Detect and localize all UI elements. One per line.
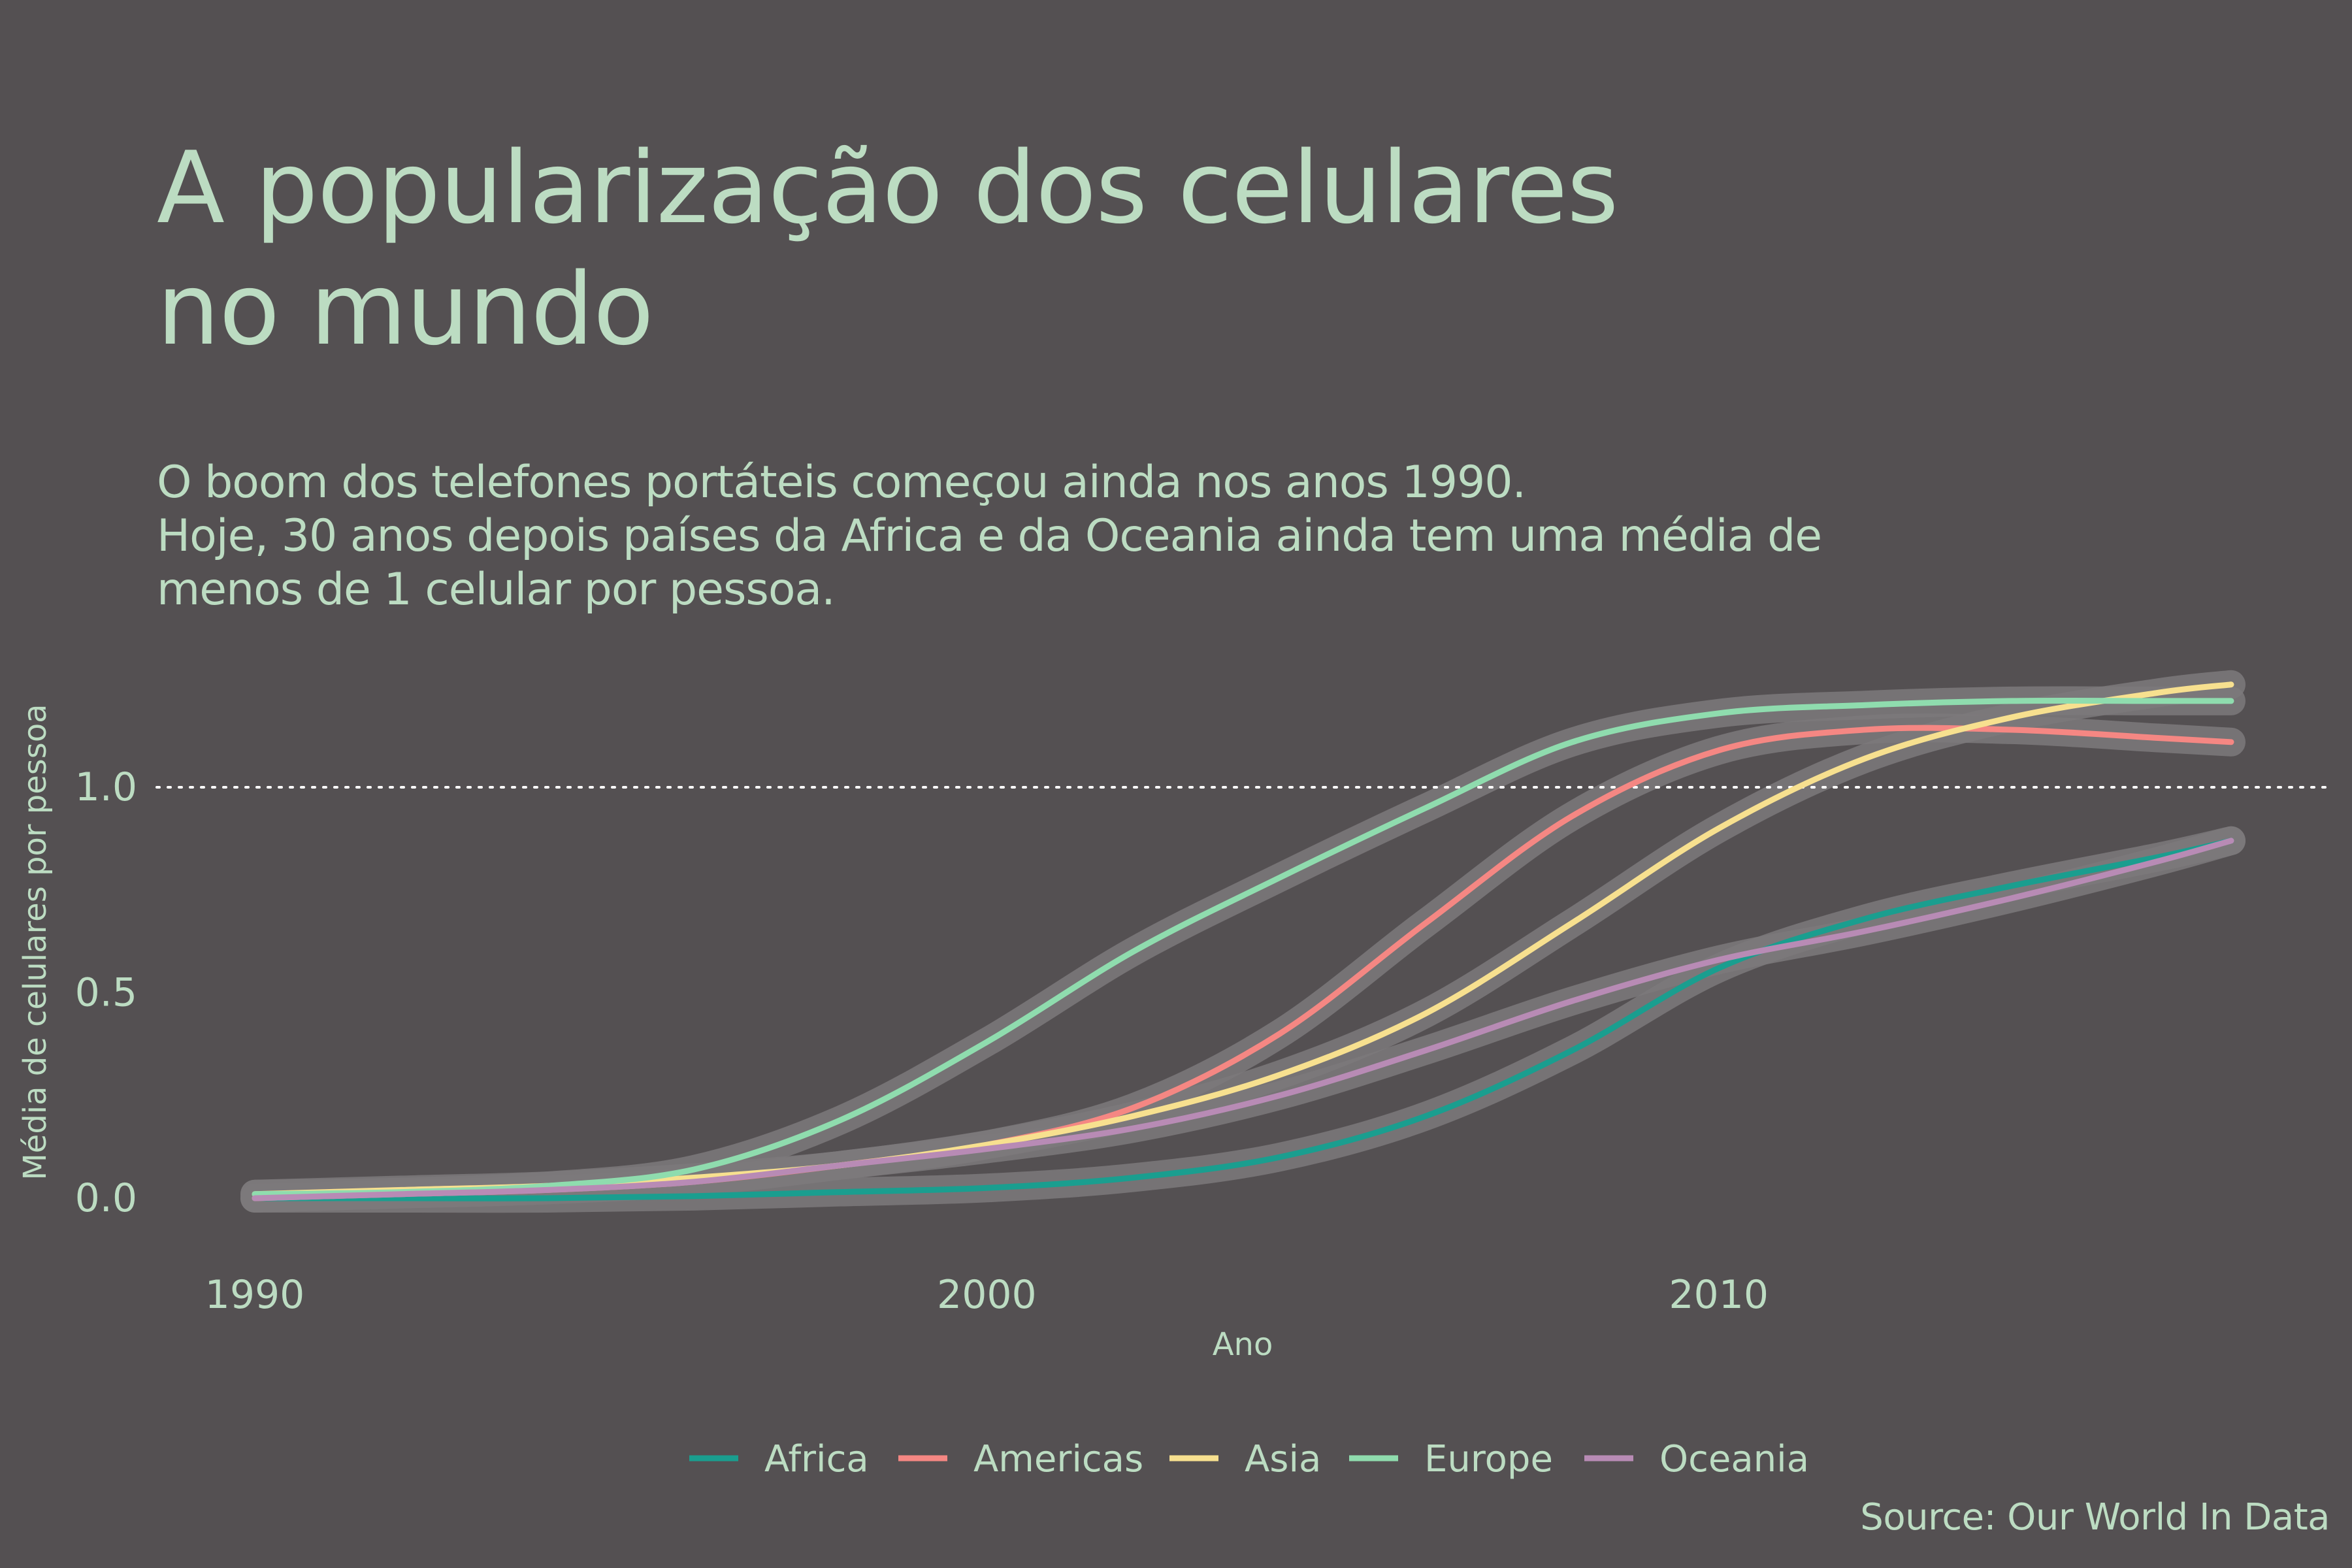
legend: Africa Americas Asia Europe Oceania bbox=[689, 1438, 1809, 1480]
legend-item-americas: Americas bbox=[898, 1438, 1143, 1480]
series-lines bbox=[252, 681, 2234, 1201]
legend-label: Oceania bbox=[1659, 1438, 1809, 1480]
chart-title: A popularização dos celulares no mundo bbox=[157, 130, 1619, 367]
legend-item-asia: Asia bbox=[1169, 1438, 1321, 1480]
legend-label: Americas bbox=[973, 1438, 1143, 1480]
x-tick-label: 2000 bbox=[937, 1272, 1037, 1318]
y-tick-label: 0.0 bbox=[75, 1175, 137, 1221]
x-axis-title: Ano bbox=[1213, 1326, 1273, 1363]
confidence-band-europe bbox=[240, 686, 2246, 1209]
legend-label: Asia bbox=[1245, 1438, 1321, 1480]
chart-subtitle: O boom dos telefones portáteis começou a… bbox=[157, 457, 1822, 615]
series-line-americas bbox=[252, 725, 2234, 1201]
x-tick-label: 2010 bbox=[1669, 1272, 1769, 1318]
legend-label: Europe bbox=[1424, 1438, 1553, 1480]
source-note: Source: Our World In Data bbox=[1860, 1496, 2330, 1539]
y-tick-label: 1.0 bbox=[75, 764, 137, 810]
series-line-oceania bbox=[252, 838, 2234, 1201]
legend-label: Africa bbox=[764, 1438, 869, 1480]
series-line-europe bbox=[252, 697, 2234, 1198]
legend-item-oceania: Oceania bbox=[1584, 1438, 1809, 1480]
confidence-band-americas bbox=[240, 713, 2246, 1213]
y-axis-ticks: 0.0 0.5 1.0 bbox=[75, 764, 137, 1221]
x-tick-label: 1990 bbox=[205, 1272, 305, 1318]
legend-item-africa: Africa bbox=[689, 1438, 869, 1480]
series-line-africa bbox=[252, 838, 2234, 1201]
legend-item-europe: Europe bbox=[1349, 1438, 1553, 1480]
x-axis-ticks: 1990 2000 2010 bbox=[205, 1272, 1769, 1318]
y-axis-title: Média de celulares por pessoa bbox=[17, 704, 54, 1180]
y-tick-label: 0.5 bbox=[75, 970, 137, 1016]
confidence-bands bbox=[240, 670, 2246, 1213]
